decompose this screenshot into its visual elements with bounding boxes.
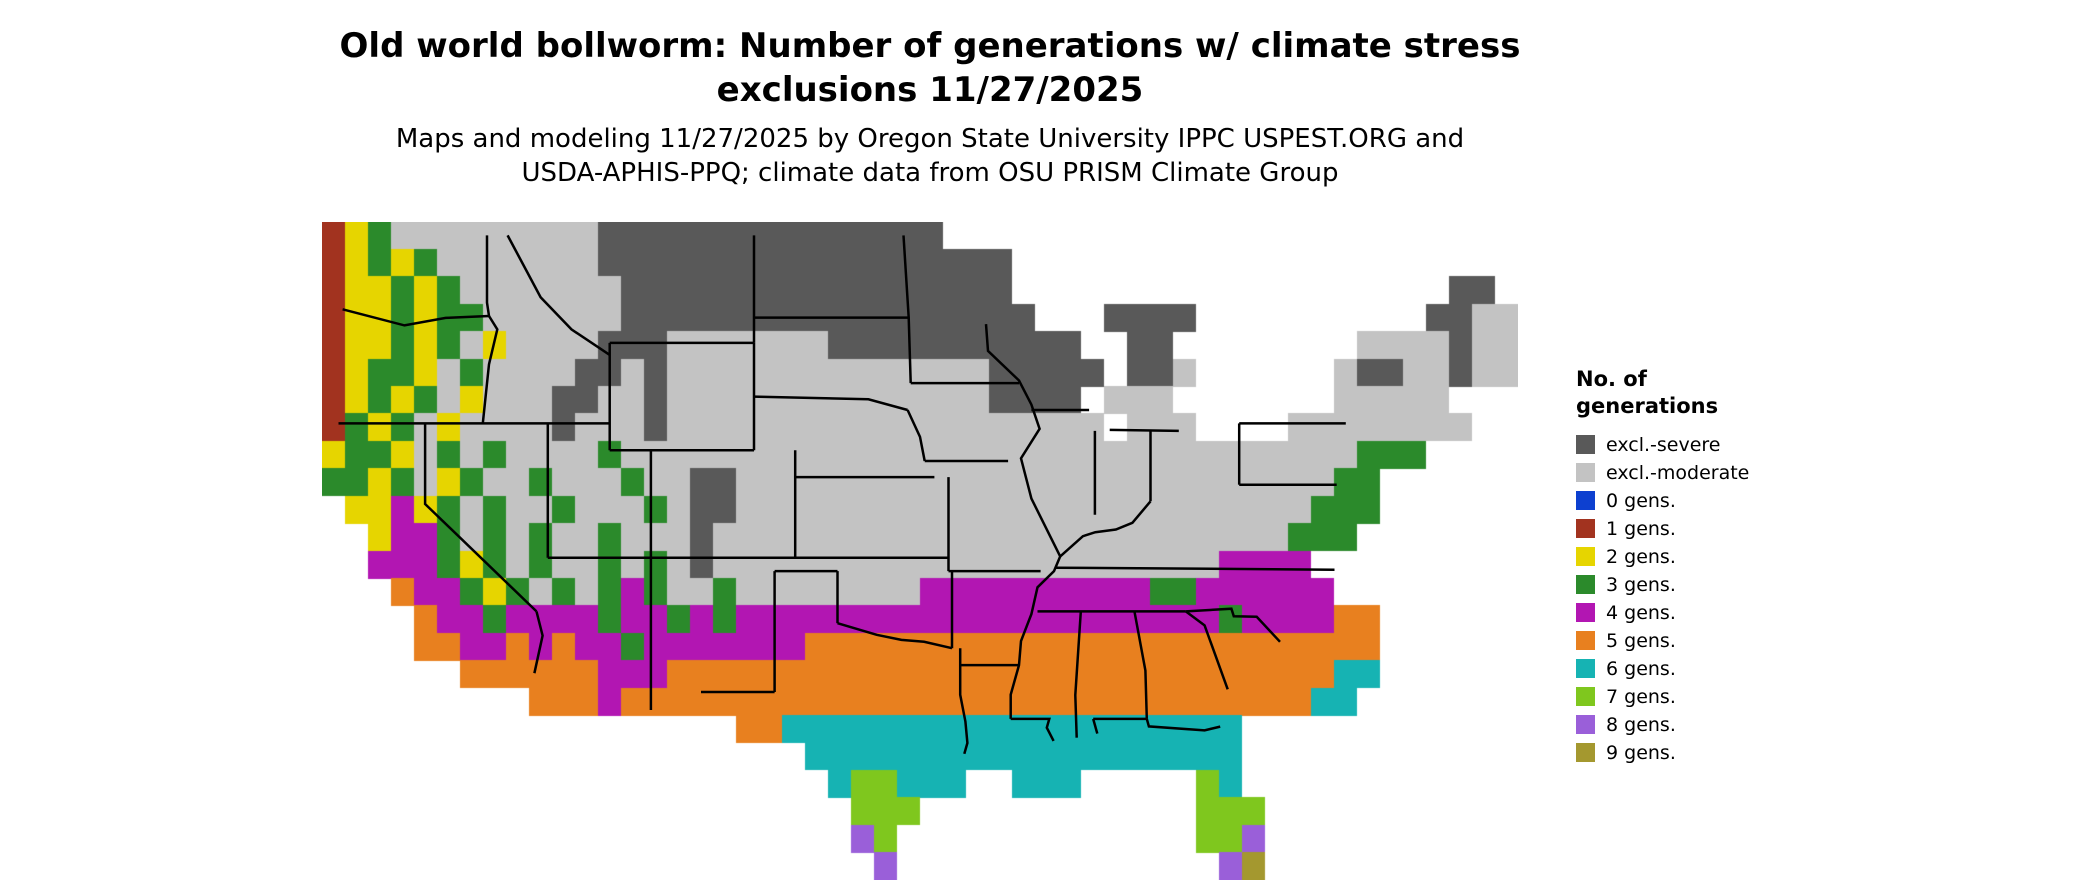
us-map	[322, 222, 1518, 880]
map-subtitle-line1: Maps and modeling 11/27/2025 by Oregon S…	[395, 124, 1465, 154]
legend-label: 4 gens.	[1606, 601, 1676, 624]
state-border-line	[506, 234, 611, 356]
state-border-line	[423, 423, 538, 613]
state-border-line	[1091, 718, 1099, 734]
legend-swatch	[1576, 631, 1595, 651]
map-subtitle-line2: USDA-APHIS-PPQ; climate data from OSU PR…	[521, 158, 1339, 189]
legend-swatch	[1576, 715, 1595, 735]
state-borders-overlay	[338, 234, 1346, 755]
state-border-line	[481, 315, 499, 424]
legend-swatch	[1576, 463, 1595, 483]
state-border-line	[1185, 610, 1229, 690]
state-border-line	[753, 395, 908, 412]
legend-label: excl.-moderate	[1606, 461, 1750, 484]
legend-item: 3 gens.	[1576, 574, 1906, 596]
legend-swatch	[1576, 519, 1595, 539]
state-border-line	[342, 308, 490, 327]
map-title-line1: Old world bollworm: Number of generation…	[339, 26, 1521, 66]
state-border-line	[984, 324, 1062, 719]
state-border-line	[1074, 611, 1083, 738]
state-border-line	[906, 409, 926, 462]
state-border-line	[902, 235, 912, 384]
legend-swatch	[1576, 603, 1595, 623]
state-border-line	[533, 611, 544, 674]
legend-swatch	[1576, 687, 1595, 707]
state-border-line	[1185, 607, 1281, 643]
legend-label: 9 gens.	[1606, 741, 1676, 764]
map-subtitle: Maps and modeling 11/27/2025 by Oregon S…	[0, 122, 1860, 191]
legend: No. of generations excl.-severe excl.-mod…	[1576, 366, 1906, 770]
legend-swatch	[1576, 743, 1595, 763]
state-border-line	[1109, 428, 1179, 433]
legend-swatch	[1576, 575, 1595, 595]
legend-title-line2: generations	[1576, 394, 1719, 419]
legend-title-line1: No. of	[1576, 367, 1647, 391]
state-border-line	[1133, 611, 1149, 719]
state-border-line	[958, 648, 969, 755]
map-title: Old world bollworm: Number of generation…	[0, 24, 1860, 112]
legend-item: 5 gens.	[1576, 630, 1906, 652]
state-border-line	[1010, 717, 1055, 742]
legend-label: 8 gens.	[1606, 713, 1676, 736]
legend-title: No. of generations	[1576, 366, 1906, 421]
legend-label: 1 gens.	[1606, 517, 1676, 540]
legend-item: excl.-severe	[1576, 434, 1906, 456]
legend-swatch	[1576, 491, 1595, 511]
legend-label: 3 gens.	[1606, 573, 1676, 596]
legend-item: 7 gens.	[1576, 686, 1906, 708]
legend-item: excl.-moderate	[1576, 462, 1906, 484]
legend-item: 9 gens.	[1576, 742, 1906, 764]
legend-item: 0 gens.	[1576, 490, 1906, 512]
legend-item: 1 gens.	[1576, 518, 1906, 540]
legend-item: 4 gens.	[1576, 602, 1906, 624]
legend-item: 2 gens.	[1576, 546, 1906, 568]
legend-label: 6 gens.	[1606, 657, 1676, 680]
legend-swatch	[1576, 435, 1595, 455]
us-map-raster	[322, 222, 1518, 880]
map-title-line2: exclusions 11/27/2025	[716, 70, 1144, 111]
state-border-line	[1173, 567, 1335, 572]
legend-label: 5 gens.	[1606, 629, 1676, 652]
legend-item: 8 gens.	[1576, 714, 1906, 736]
state-border-line	[1145, 718, 1221, 732]
state-border-line	[1056, 566, 1175, 570]
state-border-line	[485, 235, 491, 317]
legend-swatch	[1576, 547, 1595, 567]
legend-label: 7 gens.	[1606, 685, 1676, 708]
legend-swatch	[1576, 659, 1595, 679]
state-border-line	[1059, 500, 1152, 558]
legend-label: 0 gens.	[1606, 489, 1676, 512]
legend-label: excl.-severe	[1606, 433, 1721, 456]
legend-label: 2 gens.	[1606, 545, 1676, 568]
legend-items: excl.-severe excl.-moderate 0 gens. 1 gens.…	[1576, 434, 1906, 764]
legend-item: 6 gens.	[1576, 658, 1906, 680]
state-border-line	[837, 622, 953, 650]
